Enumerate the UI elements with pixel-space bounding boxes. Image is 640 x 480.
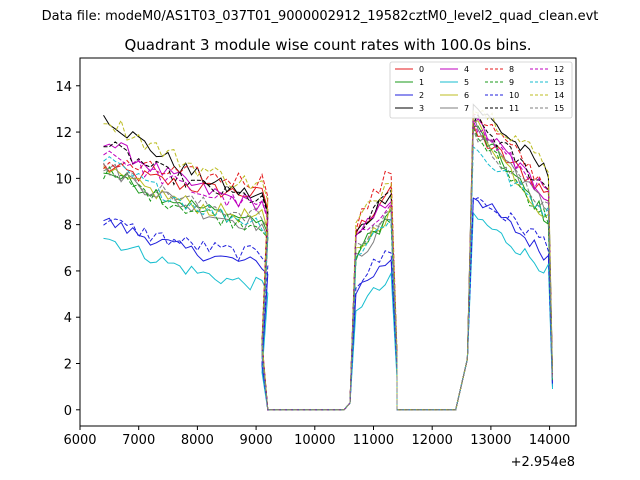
legend-label-3: 3: [419, 104, 424, 113]
legend-label-7: 7: [464, 104, 469, 113]
legend-label-15: 15: [554, 104, 564, 113]
legend-label-13: 13: [554, 78, 564, 87]
y-tick-label: 12: [55, 126, 72, 141]
series-line-0: [103, 124, 553, 411]
legend-label-2: 2: [419, 91, 424, 100]
legend-label-8: 8: [509, 65, 514, 74]
y-tick-label: 2: [64, 358, 72, 373]
x-tick-label: 7000: [122, 433, 155, 448]
legend-label-12: 12: [554, 65, 564, 74]
series-line-12: [103, 120, 553, 411]
series-line-14: [103, 109, 553, 411]
series-line-10: [103, 197, 553, 411]
y-tick-label: 6: [64, 265, 72, 280]
x-tick-label: 6000: [63, 433, 96, 448]
legend-label-0: 0: [419, 65, 424, 74]
y-tick-label: 8: [64, 219, 72, 234]
legend-label-4: 4: [464, 65, 469, 74]
chart-title: Quadrant 3 module wise count rates with …: [124, 36, 531, 54]
legend-label-11: 11: [509, 104, 519, 113]
legend-label-10: 10: [509, 91, 519, 100]
legend-label-6: 6: [464, 91, 469, 100]
legend-label-9: 9: [509, 78, 514, 87]
plot-frame: [79, 57, 577, 427]
legend-label-5: 5: [464, 78, 469, 87]
series-line-13: [103, 145, 553, 411]
x-tick-label: 9000: [240, 433, 273, 448]
series-line-4: [103, 117, 553, 411]
x-tick-label: 10000: [294, 433, 335, 448]
x-axis: 6000 7000 8000 9000 10000 11000 12000 13000 1400…: [63, 426, 570, 448]
plot-lines: [103, 103, 553, 411]
series-line-2: [103, 197, 553, 411]
y-tick-label: 14: [55, 80, 72, 95]
y-tick-label: 0: [64, 404, 72, 419]
x-tick-label: 11000: [353, 433, 394, 448]
x-tick-label: 8000: [181, 433, 214, 448]
series-line-7: [103, 112, 553, 411]
data-file-label: Data file: modeM0/AS1T03_037T01_90000029…: [42, 9, 599, 24]
series-line-3: [103, 103, 553, 411]
y-tick-label: 10: [55, 172, 72, 187]
x-tick-label: 14000: [529, 433, 570, 448]
y-tick-label: 4: [64, 311, 72, 326]
y-axis: 0 2 4 6 8 10 12 14: [55, 80, 80, 419]
series-line-15: [103, 129, 553, 411]
x-tick-label: 13000: [470, 433, 511, 448]
series-line-6: [103, 120, 553, 411]
x-offset-label: +2.954e8: [511, 455, 575, 470]
series-line-1: [103, 125, 553, 411]
legend-frame: [389, 61, 573, 119]
series-line-9: [103, 127, 553, 411]
legend-label-1: 1: [419, 78, 424, 87]
legend-label-14: 14: [554, 91, 564, 100]
x-tick-label: 12000: [412, 433, 453, 448]
